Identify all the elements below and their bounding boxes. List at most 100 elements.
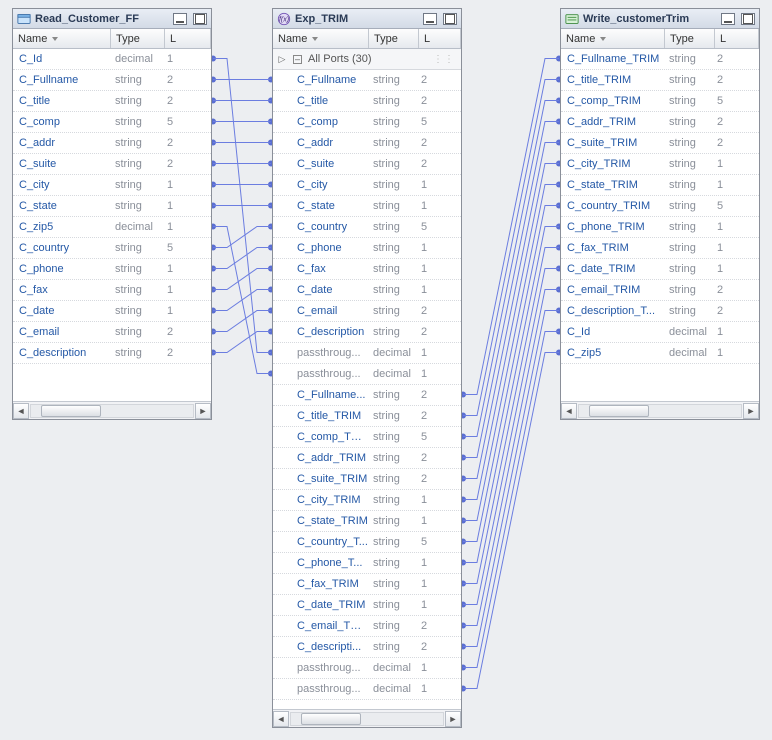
port-row[interactable]: C_zip5decimal1: [13, 217, 211, 238]
port-row[interactable]: C_faxstring1: [13, 280, 211, 301]
collapse-box-icon[interactable]: –: [293, 55, 302, 64]
scroll-thumb[interactable]: [41, 405, 101, 417]
maximize-button[interactable]: [193, 13, 207, 25]
port-row[interactable]: C_suitestring2: [273, 154, 461, 175]
maximize-button[interactable]: [443, 13, 457, 25]
scroll-right-button[interactable]: ►: [743, 403, 759, 419]
scroll-track[interactable]: [578, 404, 742, 418]
scroll-thumb[interactable]: [589, 405, 649, 417]
col-len[interactable]: L: [715, 29, 759, 48]
port-row[interactable]: C_citystring1: [13, 175, 211, 196]
port-row[interactable]: C_titlestring2: [273, 91, 461, 112]
port-row[interactable]: C_Iddecimal1: [561, 322, 759, 343]
scroll-track[interactable]: [290, 712, 444, 726]
port-row[interactable]: C_datestring1: [273, 280, 461, 301]
port-row[interactable]: C_phone_T...string1: [273, 553, 461, 574]
port-row[interactable]: C_Fullnamestring2: [13, 70, 211, 91]
expand-icon[interactable]: ▷: [277, 54, 287, 65]
port-row[interactable]: C_phone_TRIMstring1: [561, 217, 759, 238]
port-row[interactable]: C_datestring1: [13, 301, 211, 322]
h-scrollbar[interactable]: ◄►: [273, 709, 461, 727]
port-row[interactable]: C_compstring5: [13, 112, 211, 133]
port-row[interactable]: C_descripti...string2: [273, 637, 461, 658]
port-row[interactable]: C_faxstring1: [273, 259, 461, 280]
col-name[interactable]: Name: [13, 29, 111, 48]
col-len[interactable]: L: [419, 29, 461, 48]
port-row[interactable]: C_suite_TRIMstring2: [561, 133, 759, 154]
port-row[interactable]: C_state_TRIMstring1: [561, 175, 759, 196]
port-row[interactable]: C_titlestring2: [13, 91, 211, 112]
port-row[interactable]: C_zip5decimal1: [561, 343, 759, 364]
port-row[interactable]: C_email_TRI...string2: [273, 616, 461, 637]
port-row[interactable]: C_descriptionstring2: [13, 343, 211, 364]
port-row[interactable]: C_country_T...string5: [273, 532, 461, 553]
port-row[interactable]: C_Fullname...string2: [273, 385, 461, 406]
panel-exp-trim[interactable]: f(x)Exp_TRIMNameTypeL▷–All Ports (30)⋮⋮C…: [272, 8, 462, 728]
scroll-left-button[interactable]: ◄: [273, 711, 289, 727]
port-row[interactable]: C_phonestring1: [273, 238, 461, 259]
h-scrollbar[interactable]: ◄►: [561, 401, 759, 419]
col-type[interactable]: Type: [111, 29, 165, 48]
port-row[interactable]: C_statestring1: [273, 196, 461, 217]
port-row[interactable]: C_Fullname_TRIMstring2: [561, 49, 759, 70]
scroll-left-button[interactable]: ◄: [561, 403, 577, 419]
port-row[interactable]: passthroug...decimal1: [273, 364, 461, 385]
port-row[interactable]: C_city_TRIMstring1: [273, 490, 461, 511]
port-row[interactable]: C_addr_TRIMstring2: [273, 448, 461, 469]
port-row[interactable]: C_Fullnamestring2: [273, 70, 461, 91]
port-row[interactable]: C_city_TRIMstring1: [561, 154, 759, 175]
ports-group-row[interactable]: ▷–All Ports (30)⋮⋮: [273, 49, 461, 70]
port-row[interactable]: C_fax_TRIMstring1: [561, 238, 759, 259]
port-row[interactable]: C_countrystring5: [13, 238, 211, 259]
col-len[interactable]: L: [165, 29, 211, 48]
port-row[interactable]: C_addr_TRIMstring2: [561, 112, 759, 133]
column-headers[interactable]: NameTypeL: [13, 29, 211, 49]
port-row[interactable]: C_fax_TRIMstring1: [273, 574, 461, 595]
port-row[interactable]: C_descriptionstring2: [273, 322, 461, 343]
panel-read-customer[interactable]: Read_Customer_FFNameTypeLC_Iddecimal1C_F…: [12, 8, 212, 420]
col-name[interactable]: Name: [273, 29, 369, 48]
port-row[interactable]: C_emailstring2: [13, 322, 211, 343]
port-row[interactable]: C_description_T...string2: [561, 301, 759, 322]
col-type[interactable]: Type: [369, 29, 419, 48]
col-type[interactable]: Type: [665, 29, 715, 48]
port-row[interactable]: C_title_TRIMstring2: [273, 406, 461, 427]
port-row[interactable]: C_Iddecimal1: [13, 49, 211, 70]
port-row[interactable]: C_comp_TRIMstring5: [561, 91, 759, 112]
maximize-button[interactable]: [741, 13, 755, 25]
column-headers[interactable]: NameTypeL: [273, 29, 461, 49]
panel-titlebar[interactable]: f(x)Exp_TRIM: [273, 9, 461, 29]
port-row[interactable]: passthroug...decimal1: [273, 679, 461, 700]
port-row[interactable]: C_date_TRIMstring1: [273, 595, 461, 616]
port-row[interactable]: C_compstring5: [273, 112, 461, 133]
port-row[interactable]: C_countrystring5: [273, 217, 461, 238]
col-name[interactable]: Name: [561, 29, 665, 48]
port-row[interactable]: C_addrstring2: [13, 133, 211, 154]
port-row[interactable]: C_suitestring2: [13, 154, 211, 175]
port-row[interactable]: C_state_TRIMstring1: [273, 511, 461, 532]
port-row[interactable]: C_emailstring2: [273, 301, 461, 322]
panel-titlebar[interactable]: Read_Customer_FF: [13, 9, 211, 29]
minimize-button[interactable]: [423, 13, 437, 25]
port-row[interactable]: C_citystring1: [273, 175, 461, 196]
port-row[interactable]: passthroug...decimal1: [273, 343, 461, 364]
scroll-track[interactable]: [30, 404, 194, 418]
port-row[interactable]: C_title_TRIMstring2: [561, 70, 759, 91]
port-row[interactable]: C_country_TRIMstring5: [561, 196, 759, 217]
port-row[interactable]: C_comp_TRI...string5: [273, 427, 461, 448]
scroll-right-button[interactable]: ►: [445, 711, 461, 727]
port-row[interactable]: C_statestring1: [13, 196, 211, 217]
port-row[interactable]: C_email_TRIMstring2: [561, 280, 759, 301]
scroll-right-button[interactable]: ►: [195, 403, 211, 419]
port-row[interactable]: C_date_TRIMstring1: [561, 259, 759, 280]
minimize-button[interactable]: [721, 13, 735, 25]
column-headers[interactable]: NameTypeL: [561, 29, 759, 49]
port-row[interactable]: C_phonestring1: [13, 259, 211, 280]
port-row[interactable]: passthroug...decimal1: [273, 658, 461, 679]
scroll-thumb[interactable]: [301, 713, 361, 725]
scroll-left-button[interactable]: ◄: [13, 403, 29, 419]
panel-write-customertrim[interactable]: Write_customerTrimNameTypeLC_Fullname_TR…: [560, 8, 760, 420]
port-row[interactable]: C_addrstring2: [273, 133, 461, 154]
h-scrollbar[interactable]: ◄►: [13, 401, 211, 419]
panel-titlebar[interactable]: Write_customerTrim: [561, 9, 759, 29]
